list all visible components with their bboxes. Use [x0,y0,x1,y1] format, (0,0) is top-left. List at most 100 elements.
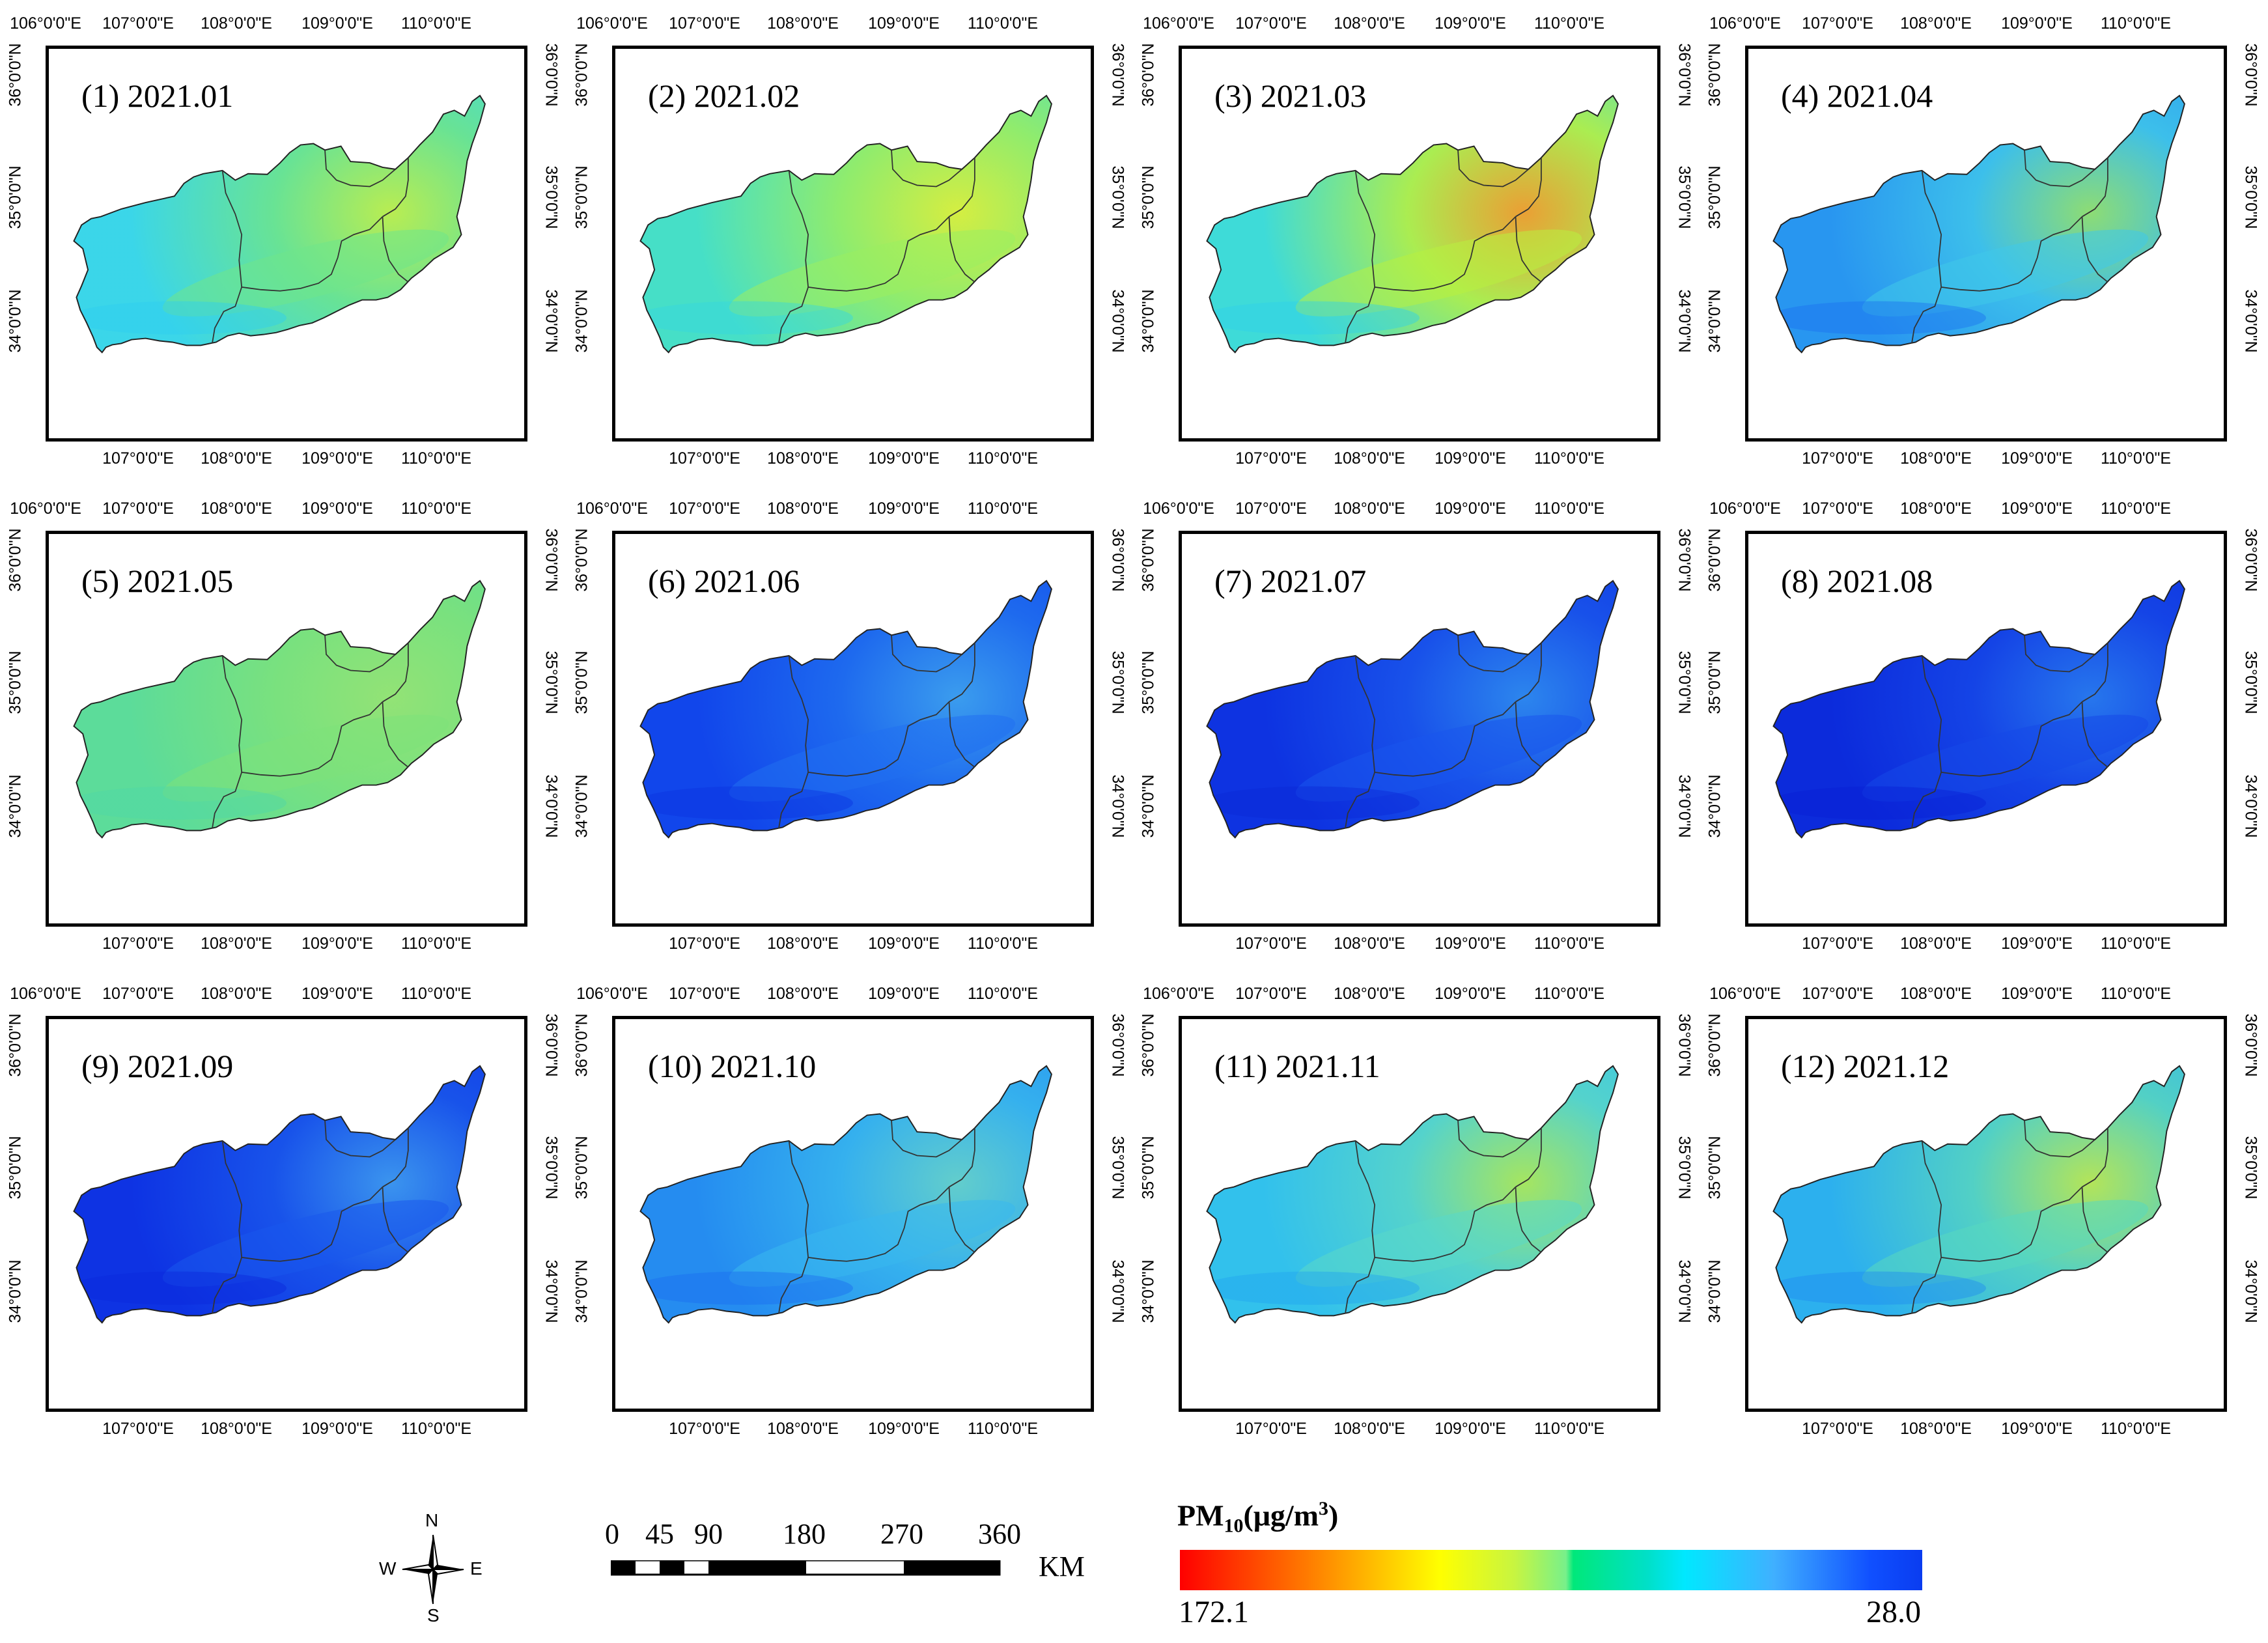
panel-date-label: (4) 2021.04 [1781,77,1933,114]
bottom-lon-label: 107°0'0"E [102,1420,174,1438]
left-lat-label: 36°0'0"N [1139,528,1158,592]
scale-label-270: 270 [880,1518,923,1550]
top-lon-label: 110°0'0"E [2101,985,2171,1003]
top-lon-label: 108°0'0"E [1900,499,1972,518]
left-lat-label: 36°0'0"N [6,1013,25,1077]
bottom-lon-label: 109°0'0"E [301,1420,373,1438]
bottom-lon-label: 108°0'0"E [1334,1420,1405,1438]
colorbar-max-label: 28.0 [1866,1595,1921,1629]
left-lat-label: 34°0'0"N [1705,289,1724,353]
scale-label-0: 0 [605,1518,619,1550]
left-lat-label: 36°0'0"N [6,43,25,107]
scale-label-180: 180 [783,1518,826,1550]
bottom-lon-label: 109°0'0"E [2001,1420,2073,1438]
top-lon-label: 110°0'0"E [401,499,471,518]
pm10-map [1772,580,2185,839]
right-lat-label: 36°0'0"N [1108,1013,1127,1077]
pm10-map [73,580,486,839]
left-lat-label: 36°0'0"N [1139,1013,1158,1077]
map-panel-11: 106°0'0"E 107°0'0"E 108°0'0"E 109°0'0"E 110°… [1133,970,1700,1455]
left-lat-label: 36°0'0"N [1139,43,1158,107]
left-lat-label: 36°0'0"N [6,528,25,592]
top-lon-label: 106°0'0"E [1143,14,1214,33]
bottom-lon-label: 109°0'0"E [301,934,373,953]
pm10-map [73,1065,486,1324]
right-lat-label: 34°0'0"N [542,289,561,353]
right-lat-label: 34°0'0"N [1675,1259,1694,1323]
bottom-lon-label: 108°0'0"E [1900,449,1972,468]
map-panel-12: 106°0'0"E 107°0'0"E 108°0'0"E 109°0'0"E 110°… [1700,970,2266,1455]
right-lat-label: 36°0'0"N [1675,528,1694,592]
compass-rose-icon [402,1534,464,1605]
colorbar-legend: PM10(μg/m3) 172.1 28.0 [1166,1498,1973,1643]
right-lat-label: 35°0'0"N [1108,165,1127,229]
top-lon-label: 107°0'0"E [669,985,740,1003]
scale-label-90: 90 [694,1518,723,1550]
top-lon-label: 106°0'0"E [1709,14,1781,33]
right-lat-label: 35°0'0"N [1108,651,1127,714]
left-lat-label: 34°0'0"N [1139,774,1158,838]
compass-west-label: W [379,1558,397,1579]
left-lat-label: 35°0'0"N [572,651,591,714]
top-lon-label: 108°0'0"E [1900,985,1972,1003]
map-frame [612,46,1094,442]
map-frame [1179,531,1660,927]
map-panel-8: 106°0'0"E 107°0'0"E 108°0'0"E 109°0'0"E 110°… [1700,485,2266,970]
top-lon-label: 109°0'0"E [1435,14,1506,33]
bottom-lon-label: 108°0'0"E [767,1420,839,1438]
right-lat-label: 34°0'0"N [2241,1259,2260,1323]
bottom-lon-label: 109°0'0"E [868,1420,940,1438]
left-lat-label: 34°0'0"N [6,289,25,353]
panel-date-label: (6) 2021.06 [648,563,800,599]
top-lon-label: 108°0'0"E [1900,14,1972,33]
left-lat-label: 36°0'0"N [572,528,591,592]
top-lon-label: 108°0'0"E [767,14,839,33]
top-lon-label: 110°0'0"E [2101,499,2171,518]
left-lat-label: 35°0'0"N [572,1136,591,1200]
bottom-lon-label: 108°0'0"E [767,449,839,468]
left-lat-label: 35°0'0"N [1139,651,1158,714]
bottom-lon-label: 110°0'0"E [968,449,1038,468]
top-lon-label: 107°0'0"E [1235,14,1307,33]
panel-date-label: (9) 2021.09 [81,1048,234,1084]
map-panel-9: 106°0'0"E 107°0'0"E 108°0'0"E 109°0'0"E 110°… [0,970,567,1455]
top-lon-label: 106°0'0"E [576,499,648,518]
bottom-lon-label: 109°0'0"E [2001,934,2073,953]
panel-date-label: (11) 2021.11 [1214,1048,1380,1084]
top-lon-label: 110°0'0"E [968,985,1038,1003]
left-lat-label: 34°0'0"N [6,774,25,838]
top-lon-label: 109°0'0"E [301,14,373,33]
left-lat-label: 35°0'0"N [572,165,591,229]
map-panel-6: 106°0'0"E 107°0'0"E 108°0'0"E 109°0'0"E 110°… [567,485,1133,970]
top-lon-label: 106°0'0"E [576,14,648,33]
right-lat-label: 35°0'0"N [542,651,561,714]
top-lon-label: 107°0'0"E [1802,985,1873,1003]
top-lon-label: 109°0'0"E [1435,985,1506,1003]
bottom-lon-label: 110°0'0"E [968,934,1038,953]
bottom-lon-label: 110°0'0"E [1534,1420,1604,1438]
left-lat-label: 34°0'0"N [1705,774,1724,838]
bottom-lon-label: 110°0'0"E [401,934,471,953]
top-lon-label: 106°0'0"E [10,14,81,33]
top-lon-label: 106°0'0"E [10,985,81,1003]
top-lon-label: 108°0'0"E [201,985,272,1003]
top-lon-label: 109°0'0"E [868,499,940,518]
bottom-lon-label: 107°0'0"E [102,934,174,953]
bottom-lon-label: 107°0'0"E [669,1420,740,1438]
bottom-lon-label: 110°0'0"E [1534,934,1604,953]
top-lon-label: 110°0'0"E [968,499,1038,518]
right-lat-label: 36°0'0"N [2241,528,2260,592]
bottom-lon-label: 108°0'0"E [1900,934,1972,953]
top-lon-label: 108°0'0"E [201,14,272,33]
right-lat-label: 36°0'0"N [542,43,561,107]
top-lon-label: 110°0'0"E [1534,499,1604,518]
right-lat-label: 36°0'0"N [2241,1013,2260,1077]
left-lat-label: 35°0'0"N [6,165,25,229]
bottom-lon-label: 108°0'0"E [201,934,272,953]
top-lon-label: 109°0'0"E [2001,499,2073,518]
map-panel-3: 106°0'0"E 107°0'0"E 108°0'0"E 109°0'0"E 110°… [1133,0,1700,485]
right-lat-label: 36°0'0"N [1675,43,1694,107]
left-lat-label: 36°0'0"N [572,43,591,107]
right-lat-label: 34°0'0"N [1675,289,1694,353]
right-lat-label: 35°0'0"N [1108,1136,1127,1200]
